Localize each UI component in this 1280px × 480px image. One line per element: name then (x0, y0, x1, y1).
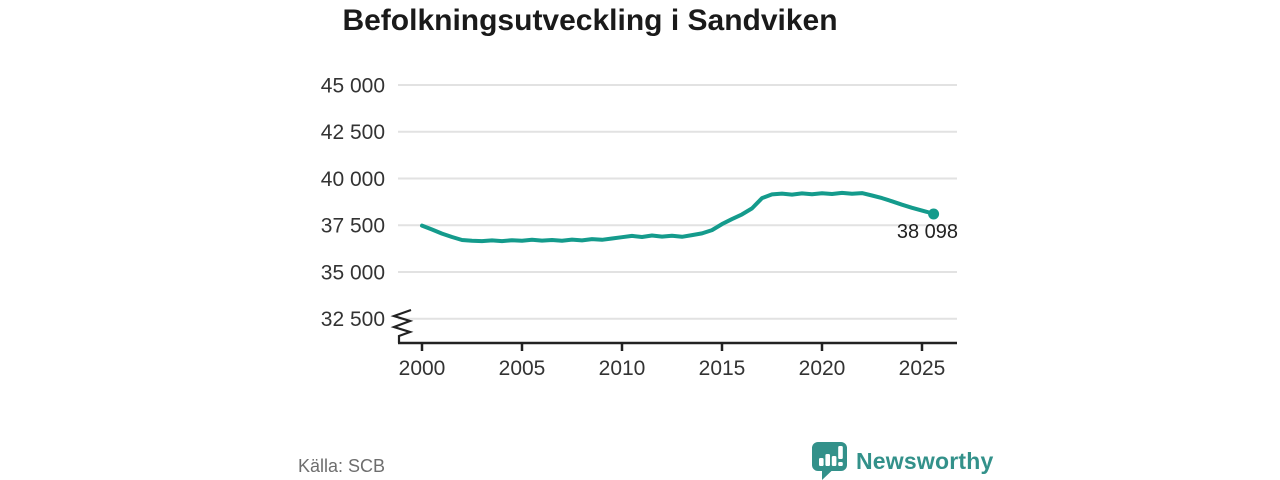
chart-title: Befolkningsutveckling i Sandviken (342, 4, 838, 37)
y-axis-tick-label: 37 500 (321, 215, 385, 238)
end-point-dot (928, 208, 940, 220)
source-note: Källa: SCB (298, 456, 386, 476)
x-axis-tick-label: 2025 (899, 357, 946, 380)
y-axis-tick-label: 42 500 (321, 121, 385, 144)
population-line-series (420, 190, 936, 244)
y-axis-break-icon (390, 308, 414, 343)
newsworthy-logo: Newsworthy (812, 442, 993, 480)
x-axis-tick-label: 2020 (799, 357, 846, 380)
newsworthy-logo-icon (812, 442, 847, 480)
y-axis-tick-label: 35 000 (321, 261, 385, 284)
x-axis-tick-label: 2010 (599, 357, 646, 380)
end-value-label: 38 098 (897, 221, 958, 243)
y-axis-tick-label: 40 000 (321, 168, 385, 191)
x-axis-tick-label: 2000 (399, 357, 446, 380)
newsworthy-logo-text: Newsworthy (856, 447, 994, 474)
x-axis-tick-label: 2005 (499, 357, 546, 380)
x-axis-tick-label: 2015 (699, 357, 746, 380)
y-axis-tick-label: 45 000 (321, 75, 385, 98)
y-axis-tick-label: 32 500 (321, 308, 385, 331)
